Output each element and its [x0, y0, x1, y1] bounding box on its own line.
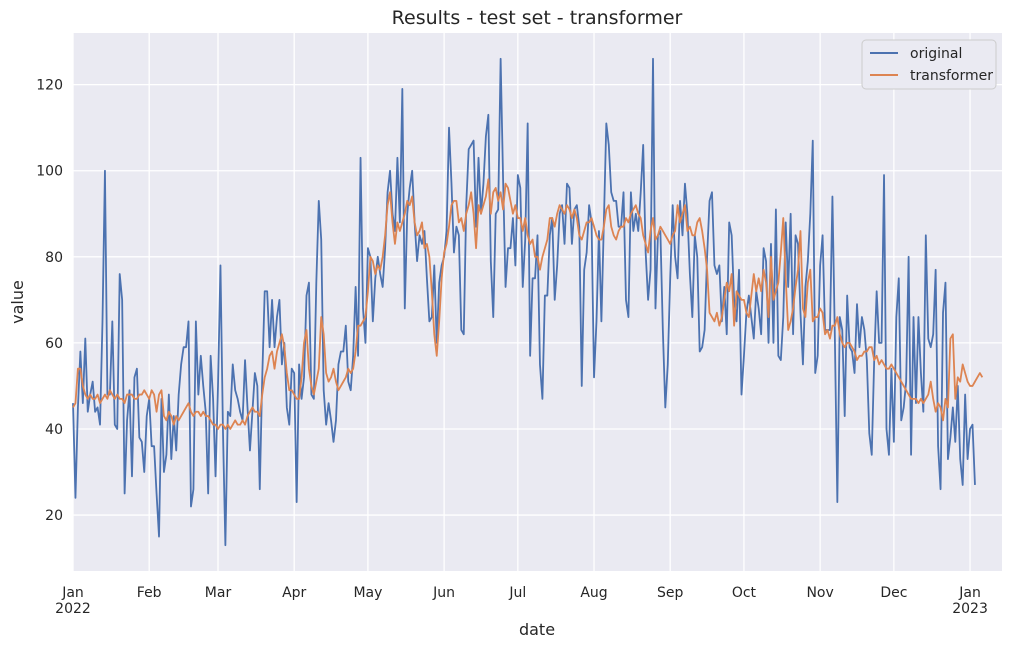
x-tick-sublabel: 2023 — [952, 601, 988, 617]
x-tick-sublabel: 2022 — [55, 601, 91, 617]
series-lines — [72, 57, 984, 547]
series-line-transformer — [72, 178, 984, 430]
x-tick-label: Feb — [137, 585, 162, 601]
y-axis-label: value — [8, 280, 27, 324]
legend: original transformer — [861, 39, 997, 90]
y-tick-label: 20 — [45, 508, 63, 524]
legend-label-transformer: transformer — [910, 68, 993, 84]
x-tick-label: Aug — [580, 585, 607, 601]
legend-label-original: original — [910, 46, 962, 62]
y-axis-ticks: 20 40 60 80 100 120 — [36, 78, 63, 524]
x-tick-label: Dec — [880, 585, 907, 601]
x-tick-label: Oct — [732, 585, 757, 601]
x-tick-label: Jan — [61, 585, 84, 601]
x-axis-label: date — [519, 620, 555, 639]
chart-title: Results - test set - transformer — [392, 7, 683, 29]
x-tick-label: Sep — [657, 585, 684, 601]
x-tick-label: Nov — [806, 585, 833, 601]
series-line-original — [72, 57, 976, 547]
y-tick-label: 60 — [45, 336, 63, 352]
x-tick-label: Apr — [282, 585, 306, 601]
y-tick-label: 100 — [36, 164, 63, 180]
y-tick-label: 40 — [45, 422, 63, 438]
y-tick-label: 120 — [36, 78, 63, 94]
x-tick-label: Mar — [205, 585, 232, 601]
x-tick-label: Jun — [432, 585, 455, 601]
x-tick-label: Jul — [508, 585, 526, 601]
plot-area — [73, 33, 1002, 571]
x-tick-label: Jan — [958, 585, 981, 601]
x-tick-label: May — [353, 585, 382, 601]
y-tick-label: 80 — [45, 250, 63, 266]
